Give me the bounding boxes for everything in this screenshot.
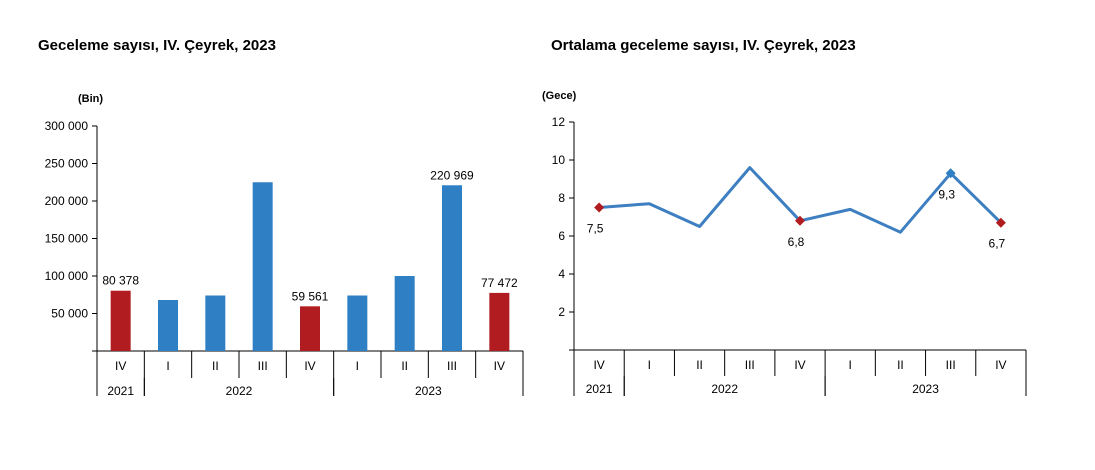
line-point-marker — [945, 168, 956, 179]
bar-chart-category-label: IV — [304, 359, 315, 373]
line-chart-category-label: I — [849, 358, 852, 372]
line-chart-unit-label: (Gece) — [542, 90, 577, 102]
line-chart-category-label: II — [897, 358, 904, 372]
line-chart-category-label: IV — [794, 358, 805, 372]
line-chart-y-tick-label: 8 — [558, 191, 565, 205]
line-data-label: 7,5 — [587, 222, 604, 236]
bar-chart-y-tick-label: 150 000 — [45, 232, 89, 246]
line-chart-category-label: III — [946, 358, 956, 372]
bar — [442, 185, 462, 351]
bar — [489, 292, 510, 351]
line-chart-y-tick-label: 10 — [552, 153, 566, 167]
bar-chart-category-label: II — [401, 359, 408, 373]
line-point-marker — [995, 217, 1006, 228]
bar — [347, 295, 368, 351]
line-chart-y-tick-label: 4 — [558, 267, 565, 281]
bar-chart-title: Geceleme sayısı, IV. Çeyrek, 2023 — [38, 37, 276, 54]
line-data-label: 6,7 — [989, 237, 1006, 251]
bar — [300, 306, 320, 351]
bar-chart-y-tick-label: 300 000 — [45, 119, 89, 133]
line-chart-category-label: III — [745, 358, 755, 372]
line-point-marker — [594, 202, 605, 213]
bar-chart-category-label: IV — [115, 359, 126, 373]
bar-data-label: 77 472 — [481, 276, 518, 290]
bar-chart-category-label: IV — [494, 359, 505, 373]
bar — [110, 290, 131, 351]
bar-chart-y-tick-label: 100 000 — [45, 269, 89, 283]
line-chart-category-label: II — [696, 358, 703, 372]
line-chart-year-label: 2023 — [912, 382, 939, 396]
bar — [252, 182, 273, 351]
bar-chart-category-label: I — [166, 359, 169, 373]
bar-data-label: 220 969 — [430, 168, 474, 182]
line-data-label: 9,3 — [938, 187, 955, 201]
bar — [205, 295, 226, 351]
line-chart-year-label: 2022 — [711, 382, 738, 396]
line-point-marker — [795, 215, 805, 226]
bar-chart-category-label: III — [447, 359, 457, 373]
bar-chart-category-label: III — [258, 359, 268, 373]
bar-chart-year-label: 2023 — [415, 384, 442, 398]
line-data-label: 6,8 — [788, 235, 805, 249]
bar-data-label: 59 561 — [292, 289, 329, 303]
bar-chart-y-tick-label: 50 000 — [51, 307, 88, 321]
line-chart-y-tick-label: 2 — [558, 305, 565, 319]
bar-chart-category-label: I — [356, 359, 359, 373]
line-chart-year-label: 2021 — [586, 382, 613, 396]
bar-chart-y-tick-label: 200 000 — [45, 194, 89, 208]
line-chart-title: Ortalama geceleme sayısı, IV. Çeyrek, 20… — [551, 37, 856, 54]
line-chart-category-label: IV — [995, 358, 1006, 372]
line-chart-y-tick-label: 6 — [558, 229, 565, 243]
bar-chart-year-label: 2022 — [226, 384, 253, 398]
bar — [394, 276, 415, 351]
line-chart-y-tick-label: 12 — [552, 115, 566, 129]
bar-data-label: 80 378 — [102, 274, 139, 288]
bar-chart-category-label: II — [212, 359, 219, 373]
line-chart-category-label: IV — [593, 358, 604, 372]
bar — [158, 300, 178, 351]
bar-chart-y-tick-label: 250 000 — [45, 157, 89, 171]
line-chart-category-label: I — [648, 358, 651, 372]
bar-chart-unit-label: (Bin) — [78, 93, 103, 105]
bar-chart-year-label: 2021 — [107, 384, 134, 398]
